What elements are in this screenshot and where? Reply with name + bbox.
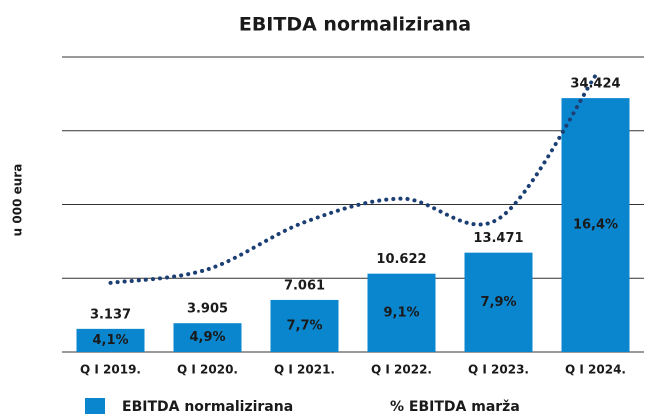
margin-label: 7,7% bbox=[286, 318, 322, 333]
x-tick-label: Q I 2022. bbox=[371, 363, 432, 377]
margin-label: 4,1% bbox=[92, 333, 128, 348]
y-axis-label: u 000 eura bbox=[11, 164, 25, 237]
bar bbox=[464, 252, 533, 352]
x-tick-label: Q I 2019. bbox=[80, 363, 141, 377]
bar bbox=[173, 323, 242, 352]
margin-line bbox=[108, 73, 598, 285]
bar-value-label: 10.622 bbox=[376, 252, 426, 267]
bar bbox=[367, 273, 436, 352]
bar-value-label: 3.137 bbox=[90, 307, 131, 322]
legend-label: % EBITDA marža bbox=[390, 399, 520, 415]
legend-swatch bbox=[85, 398, 105, 414]
x-tick-label: Q I 2020. bbox=[177, 363, 238, 377]
legend-label: EBITDA normalizirana bbox=[122, 399, 293, 415]
x-tick-label: Q I 2023. bbox=[468, 363, 529, 377]
bar-value-label: 34.424 bbox=[570, 77, 620, 92]
margin-label: 16,4% bbox=[573, 218, 618, 233]
margin-label: 7,9% bbox=[480, 295, 516, 310]
bar bbox=[270, 299, 339, 352]
x-tick-label: Q I 2024. bbox=[565, 363, 626, 377]
bar-value-label: 13.471 bbox=[473, 231, 523, 246]
bar bbox=[76, 328, 145, 352]
x-tick-label: Q I 2021. bbox=[274, 363, 335, 377]
margin-label: 9,1% bbox=[383, 305, 419, 320]
bar-value-label: 3.905 bbox=[187, 302, 228, 317]
bar bbox=[561, 98, 630, 352]
chart-title: EBITDA normalizirana bbox=[239, 14, 471, 36]
margin-label: 4,9% bbox=[189, 330, 225, 345]
bar-value-label: 7.061 bbox=[284, 278, 325, 293]
